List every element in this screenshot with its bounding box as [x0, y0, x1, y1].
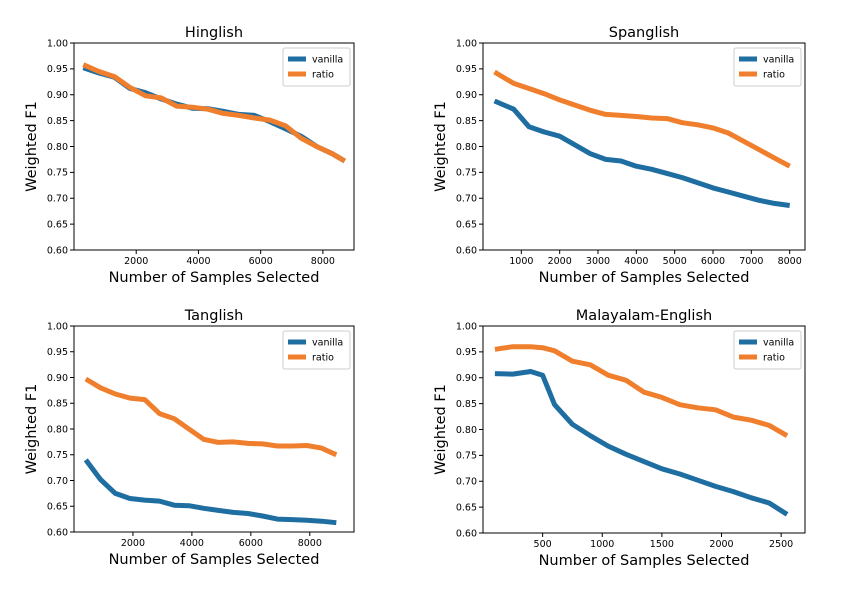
legend-label-vanilla: vanilla: [312, 337, 343, 348]
y-tick-label: 0.65: [47, 502, 68, 513]
y-tick-label: 0.75: [47, 168, 68, 179]
x-tick-label: 3000: [586, 256, 610, 267]
x-tick-label: 1000: [590, 539, 614, 550]
y-tick-label: 0.80: [456, 425, 477, 436]
x-tick-label: 6000: [239, 538, 263, 549]
legend: vanilla ratio: [282, 47, 351, 87]
legend-label-ratio: ratio: [763, 69, 785, 80]
legend: vanilla ratio: [282, 330, 351, 370]
x-tick-label: 5000: [663, 256, 687, 267]
chart-panel-1: 0.60 0.65 0.70 0.75 0.80 0.85 0.90 0.95 1.00 2000…: [24, 25, 355, 286]
y-tick-label: 0.85: [47, 399, 68, 410]
x-tick-label: 2000: [124, 256, 148, 267]
legend-label-vanilla: vanilla: [312, 54, 343, 65]
x-axis-label: Number of Samples Selected: [539, 553, 750, 569]
chart-title: Tanglish: [184, 308, 244, 324]
y-tick-label: 0.65: [456, 219, 477, 230]
y-tick-label: 0.70: [47, 476, 68, 487]
y-tick-label: 0.65: [47, 219, 68, 230]
x-tick-label: 1000: [509, 256, 533, 267]
y-tick-label: 0.75: [47, 450, 68, 461]
y-tick-label: 0.80: [47, 424, 68, 435]
x-axis-label: Number of Samples Selected: [109, 552, 320, 568]
y-tick-label: 0.65: [456, 502, 477, 513]
y-tick-label: 0.85: [456, 399, 477, 410]
y-tick-label: 0.95: [456, 64, 477, 75]
y-tick-label: 0.75: [456, 168, 477, 179]
y-tick-label: 0.85: [456, 116, 477, 127]
x-tick-label: 8000: [311, 256, 335, 267]
legend-label-ratio: ratio: [312, 69, 334, 80]
series-line-ratio: [493, 69, 791, 169]
y-tick-label: 0.85: [47, 116, 68, 127]
legend-label-vanilla: vanilla: [763, 54, 794, 65]
x-tick-label: 500: [534, 539, 552, 550]
y-tick-label: 0.75: [456, 451, 477, 462]
y-tick-label: 1.00: [47, 321, 68, 332]
y-tick-label: 0.70: [47, 194, 68, 205]
x-tick-label: 1500: [650, 539, 674, 550]
x-tick-label: 6000: [249, 256, 273, 267]
chart-title: Spanglish: [609, 25, 680, 41]
y-tick-label: 0.90: [47, 90, 68, 101]
y-tick-label: 0.95: [47, 347, 68, 358]
x-tick-label: 6000: [701, 256, 725, 267]
y-tick-label: 0.60: [47, 527, 68, 538]
chart-panel-4: 0.60 0.65 0.70 0.75 0.80 0.85 0.90 0.95 1.00 500 1…: [433, 308, 806, 569]
y-tick-label: 0.70: [456, 477, 477, 488]
x-tick-label: 4000: [180, 538, 204, 549]
y-tick-label: 0.90: [47, 373, 68, 384]
x-tick-label: 8000: [298, 538, 322, 549]
y-tick-label: 1.00: [47, 38, 68, 49]
legend-label-ratio: ratio: [312, 352, 334, 363]
y-axis-label: Weighted F1: [433, 101, 449, 192]
y-tick-label: 0.60: [456, 245, 477, 256]
legend: vanilla ratio: [733, 330, 802, 370]
legend-label-ratio: ratio: [763, 352, 785, 363]
y-tick-label: 0.80: [456, 142, 477, 153]
chart-panel-3: 0.60 0.65 0.70 0.75 0.80 0.85 0.90 0.95 1.00 2000…: [24, 308, 355, 568]
legend-label-vanilla: vanilla: [763, 337, 794, 348]
x-tick-label: 4000: [186, 256, 210, 267]
x-axis-label: Number of Samples Selected: [539, 270, 750, 286]
y-tick-label: 0.80: [47, 142, 68, 153]
x-tick-label: 2000: [709, 539, 733, 550]
series-line-vanilla: [83, 458, 337, 526]
series-line-ratio: [84, 376, 338, 458]
y-axis-label: Weighted F1: [24, 384, 40, 475]
y-tick-label: 1.00: [456, 321, 477, 332]
chart-panel-2: 0.60 0.65 0.70 0.75 0.80 0.85 0.90 0.95 1.00 1000…: [433, 25, 806, 286]
x-tick-label: 2500: [769, 539, 793, 550]
chart-title: Malayalam-English: [576, 308, 712, 324]
series-line-ratio: [494, 344, 789, 438]
y-tick-label: 0.70: [456, 194, 477, 205]
y-tick-label: 0.60: [47, 245, 68, 256]
legend: vanilla ratio: [733, 47, 802, 87]
y-tick-label: 0.95: [47, 64, 68, 75]
chart-title: Hinglish: [185, 25, 243, 41]
y-tick-label: 0.95: [456, 347, 477, 358]
y-tick-label: 0.60: [456, 528, 477, 539]
x-tick-label: 7000: [739, 256, 763, 267]
series-line-ratio: [82, 62, 346, 164]
series-line-vanilla: [493, 98, 791, 208]
x-tick-label: 4000: [624, 256, 648, 267]
y-tick-label: 1.00: [456, 38, 477, 49]
y-tick-label: 0.90: [456, 373, 477, 384]
x-tick-label: 2000: [548, 256, 572, 267]
x-axis-label: Number of Samples Selected: [109, 270, 320, 286]
series-line-vanilla: [494, 369, 789, 517]
y-axis-label: Weighted F1: [24, 101, 40, 192]
y-axis-label: Weighted F1: [433, 384, 449, 475]
x-tick-label: 8000: [778, 256, 802, 267]
y-tick-label: 0.90: [456, 90, 477, 101]
x-tick-label: 2000: [121, 538, 145, 549]
